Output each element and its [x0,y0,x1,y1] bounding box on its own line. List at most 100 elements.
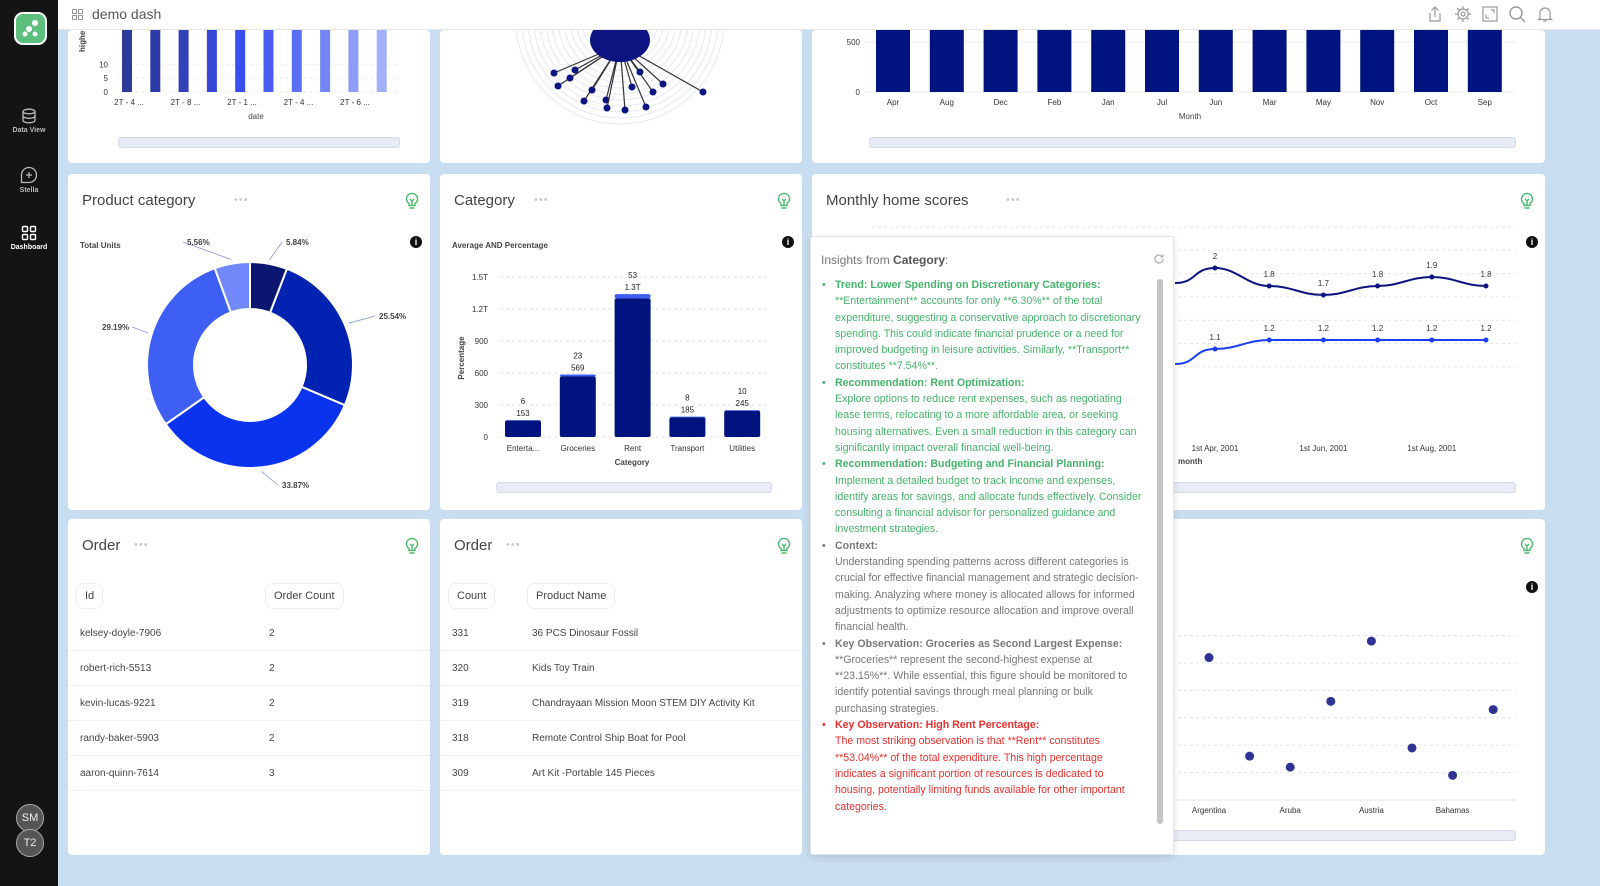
node [588,86,596,94]
table-row[interactable]: 309 Art Kit -Portable 145 Pieces [440,756,802,791]
info-icon[interactable]: i [782,236,794,248]
more-options-icon[interactable]: ••• [1006,194,1021,206]
sidebar-item-dashboard[interactable]: Dashboard [0,225,58,251]
table-cell: 3 [269,768,275,779]
gear-icon[interactable] [1454,5,1472,23]
y-tick-label: 10 [99,60,108,69]
x-tick-label: 2T - 4 ... [284,98,314,107]
column-header-product-name[interactable]: Product Name [527,583,616,609]
x-tick-label: 2T - 6 ... [340,98,370,107]
info-icon[interactable]: i [1526,581,1538,593]
x-tick-label: Groceries [560,444,595,453]
x-tick-label: 2T - 1 ... [227,98,257,107]
card-order-ids: Order ••• Id Order Count kelsey-doyle-79… [68,519,430,855]
lightbulb-icon[interactable] [776,537,792,555]
data-point [1483,337,1489,343]
lightbulb-icon[interactable] [404,537,420,555]
table-row[interactable]: 318 Remote Control Ship Boat for Pool [440,721,802,756]
bell-icon[interactable] [1536,5,1554,23]
more-options-icon[interactable]: ••• [134,539,149,551]
y-tick-label: 5 [104,74,109,83]
data-point [1429,337,1435,343]
bar [320,30,331,92]
avatar[interactable]: T2 [16,829,44,857]
column-header-order-count[interactable]: Order Count [265,583,344,609]
bar-average [669,417,706,437]
y-tick-label: 900 [475,337,489,346]
expand-icon[interactable] [1481,5,1499,23]
table-row[interactable]: kelsey-doyle-7906 2 [68,616,430,651]
app-logo[interactable] [14,12,47,45]
ring [528,30,712,113]
share-icon[interactable] [1426,5,1444,23]
bar-percentage [614,294,651,299]
y-tick-label: 0 [104,88,109,97]
slice-label: 5.84% [286,238,309,247]
sidebar-item-stella[interactable]: Stella [0,166,58,194]
more-options-icon[interactable]: ••• [506,539,521,551]
insight-title: Key Observation: Groceries as Second Lar… [835,637,1123,650]
bar [150,30,161,92]
data-point [1407,743,1417,753]
data-label: 1.2 [1480,324,1492,333]
x-axis-label: date [248,112,264,121]
bar [1037,30,1072,92]
table-cell: aaron-quinn-7614 [80,768,159,779]
column-header-id[interactable]: Id [76,583,104,609]
x-tick-label: 1st Apr, 2001 [1192,444,1239,453]
donut-slice [268,267,354,407]
table-cell: 320 [452,663,469,674]
more-options-icon[interactable]: ••• [534,194,549,206]
more-options-icon[interactable]: ••• [234,194,249,206]
bar [1252,30,1287,92]
lightbulb-icon[interactable] [404,192,420,210]
bar-percentage [669,416,706,418]
ring [564,30,676,77]
table-cell: 2 [269,663,275,674]
data-point [1320,337,1326,343]
x-tick-label: Jul [1157,98,1167,107]
search-icon[interactable] [1508,5,1526,23]
data-point [1375,337,1381,343]
table-row[interactable]: robert-rich-5513 2 [68,651,430,686]
bar-average [724,410,761,437]
table-row[interactable]: 331 36 PCS Dinosaur Fossil [440,616,802,651]
table-row[interactable]: randy-baker-5903 2 [68,721,430,756]
data-point [1320,292,1326,298]
lightbulb-icon[interactable] [1519,537,1535,555]
table-row[interactable]: 319 Chandrayaan Mission Moon STEM DIY Act… [440,686,802,721]
scrollbar[interactable] [1157,279,1163,824]
info-icon[interactable]: i [410,236,422,248]
lightbulb-icon[interactable] [1519,192,1535,210]
data-label: 245 [736,399,750,408]
table-row[interactable]: kevin-lucas-9221 2 [68,686,430,721]
bar [1091,30,1126,92]
network-graph [516,30,724,125]
insights-prefix: Insights from [821,253,894,267]
refresh-icon[interactable] [1153,253,1165,265]
x-tick-label: Oct [1425,98,1438,107]
bar-chart: 0 5 10 2T - 4 ... 2T - 8 ... 2T - 1 ... 2T - 4… [78,30,398,121]
column-header-count[interactable]: Count [448,583,496,609]
avatar[interactable]: SM [16,804,44,832]
table-row[interactable]: aaron-quinn-7614 3 [68,756,430,791]
insight-body: **Groceries** represent the second-highe… [835,653,1128,715]
zoom-slider[interactable] [869,137,1516,148]
node [642,103,650,111]
zoom-slider[interactable] [118,137,400,148]
leader-line [131,326,149,334]
table-row[interactable]: 320 Kids Toy Train [440,651,802,686]
lightbulb-icon[interactable] [776,192,792,210]
table-cell: 36 PCS Dinosaur Fossil [532,628,639,639]
insight-item: Recommendation: Budgeting and Financial … [821,456,1143,537]
info-icon[interactable]: i [1526,236,1538,248]
bar [1360,30,1395,92]
zoom-slider[interactable] [496,482,772,493]
slice-label: 25.54% [379,312,406,321]
ring [546,30,694,95]
sidebar-item-data-view[interactable]: Data View [0,108,58,134]
insights-list: Trend: Lower Spending on Discretionary C… [821,277,1143,815]
data-point [1326,696,1336,706]
bar [1414,30,1448,92]
leader-line [348,315,376,324]
